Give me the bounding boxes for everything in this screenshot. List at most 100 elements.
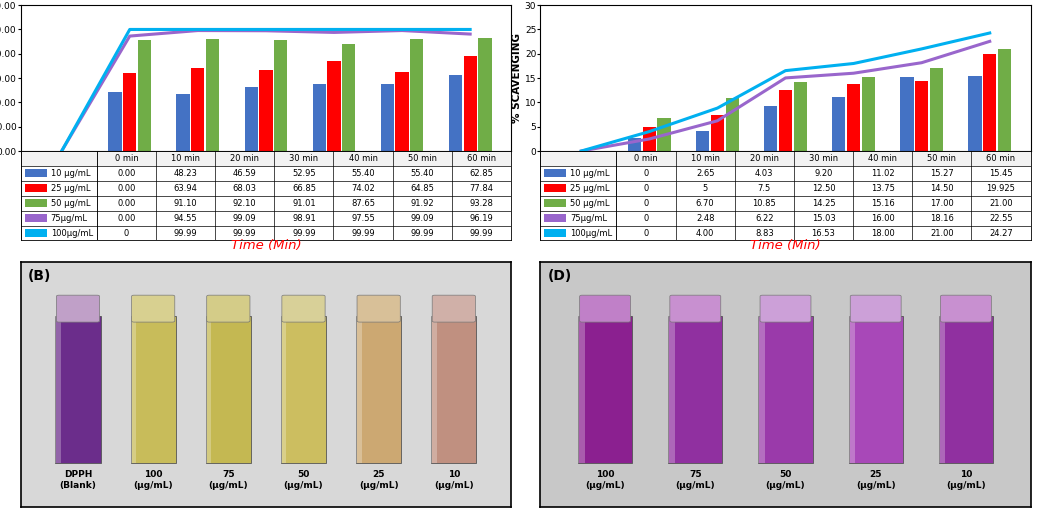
Text: 100µg/mL: 100µg/mL bbox=[570, 228, 612, 238]
Text: 100µg/mL: 100µg/mL bbox=[51, 228, 93, 238]
Bar bbox=[985, 316, 993, 463]
Bar bbox=[998, 49, 1011, 151]
Bar bbox=[544, 199, 566, 207]
Bar bbox=[848, 316, 855, 463]
Text: 75
(µg/mL): 75 (µg/mL) bbox=[676, 470, 715, 489]
Bar bbox=[779, 90, 792, 151]
Text: 0: 0 bbox=[643, 214, 649, 223]
Bar bbox=[281, 316, 286, 463]
Text: 62.85: 62.85 bbox=[469, 169, 493, 178]
Text: 0 min: 0 min bbox=[115, 154, 138, 163]
Y-axis label: % SCAVENGING: % SCAVENGING bbox=[512, 33, 522, 123]
Text: 50 µg/mL: 50 µg/mL bbox=[51, 199, 91, 208]
Text: 92.10: 92.10 bbox=[233, 199, 256, 208]
Text: 99.09: 99.09 bbox=[233, 214, 256, 223]
Bar bbox=[544, 169, 566, 178]
Text: 97.55: 97.55 bbox=[351, 214, 375, 223]
Text: 99.99: 99.99 bbox=[410, 228, 434, 238]
Bar bbox=[939, 316, 945, 463]
Bar bbox=[108, 92, 122, 151]
Bar bbox=[244, 316, 251, 463]
Bar bbox=[642, 126, 656, 151]
Text: 55.40: 55.40 bbox=[351, 169, 375, 178]
Bar bbox=[25, 199, 47, 207]
Text: 55.40: 55.40 bbox=[410, 169, 434, 178]
Text: 50
(µg/mL): 50 (µg/mL) bbox=[284, 470, 324, 489]
Text: 99.99: 99.99 bbox=[293, 228, 315, 238]
Text: 99.99: 99.99 bbox=[469, 228, 493, 238]
Text: 12.50: 12.50 bbox=[812, 184, 835, 193]
Bar bbox=[356, 316, 401, 463]
Text: 60 min: 60 min bbox=[466, 154, 496, 163]
Text: 68.03: 68.03 bbox=[233, 184, 257, 193]
Bar bbox=[862, 77, 875, 151]
Text: 6.70: 6.70 bbox=[695, 199, 714, 208]
Text: (D): (D) bbox=[548, 269, 572, 284]
Bar bbox=[714, 316, 722, 463]
Text: 14.25: 14.25 bbox=[812, 199, 835, 208]
Text: 91.92: 91.92 bbox=[410, 199, 434, 208]
Bar bbox=[847, 84, 860, 151]
Text: 0: 0 bbox=[643, 228, 649, 238]
Text: 46.59: 46.59 bbox=[233, 169, 256, 178]
Text: 10
(µg/mL): 10 (µg/mL) bbox=[434, 470, 474, 489]
Text: 100
(µg/mL): 100 (µg/mL) bbox=[585, 470, 625, 489]
Bar bbox=[320, 316, 326, 463]
Text: 50 µg/mL: 50 µg/mL bbox=[570, 199, 610, 208]
Bar bbox=[764, 106, 778, 151]
Bar bbox=[395, 316, 401, 463]
Text: 99.09: 99.09 bbox=[410, 214, 434, 223]
Bar bbox=[55, 316, 101, 463]
Text: 21.00: 21.00 bbox=[989, 199, 1013, 208]
Bar bbox=[55, 316, 60, 463]
Text: 75µg/mL: 75µg/mL bbox=[570, 214, 607, 223]
Bar bbox=[939, 316, 993, 463]
Text: 25
(µg/mL): 25 (µg/mL) bbox=[856, 470, 895, 489]
Text: 20 min: 20 min bbox=[750, 154, 779, 163]
Bar bbox=[968, 76, 982, 151]
Bar bbox=[578, 316, 632, 463]
Bar bbox=[137, 40, 151, 151]
Text: 52.95: 52.95 bbox=[293, 169, 315, 178]
Bar bbox=[930, 68, 943, 151]
Text: 5: 5 bbox=[703, 184, 708, 193]
Text: 94.55: 94.55 bbox=[174, 214, 198, 223]
Text: 25
(µg/mL): 25 (µg/mL) bbox=[359, 470, 399, 489]
Text: 24.27: 24.27 bbox=[989, 228, 1013, 238]
Text: 25 µg/mL: 25 µg/mL bbox=[570, 184, 610, 193]
Text: 15.03: 15.03 bbox=[812, 214, 835, 223]
Bar bbox=[578, 316, 585, 463]
Text: 75
(µg/mL): 75 (µg/mL) bbox=[208, 470, 248, 489]
Bar bbox=[274, 40, 287, 151]
Bar bbox=[544, 184, 566, 193]
Bar bbox=[396, 72, 409, 151]
Text: 50
(µg/mL): 50 (µg/mL) bbox=[766, 470, 806, 489]
Text: 99.99: 99.99 bbox=[174, 228, 198, 238]
Text: 15.27: 15.27 bbox=[930, 169, 954, 178]
Bar bbox=[544, 229, 566, 237]
Bar bbox=[206, 316, 251, 463]
Text: 0.00: 0.00 bbox=[118, 184, 135, 193]
FancyBboxPatch shape bbox=[282, 295, 325, 322]
Text: 0: 0 bbox=[643, 199, 649, 208]
Text: 25 µg/mL: 25 µg/mL bbox=[51, 184, 91, 193]
Bar bbox=[540, 151, 1031, 166]
Bar bbox=[21, 151, 511, 166]
Bar bbox=[410, 39, 424, 151]
Text: 19.925: 19.925 bbox=[987, 184, 1015, 193]
Text: 13.75: 13.75 bbox=[870, 184, 894, 193]
Text: 91.01: 91.01 bbox=[293, 199, 315, 208]
Text: Time (Min): Time (Min) bbox=[751, 239, 820, 252]
Bar bbox=[130, 316, 176, 463]
Bar bbox=[848, 316, 903, 463]
Bar bbox=[983, 54, 996, 151]
Text: 8.83: 8.83 bbox=[755, 228, 773, 238]
Bar bbox=[327, 61, 340, 151]
Text: 0: 0 bbox=[643, 184, 649, 193]
Text: (B): (B) bbox=[28, 269, 52, 284]
Bar bbox=[628, 138, 641, 151]
Text: 100
(µg/mL): 100 (µg/mL) bbox=[133, 470, 173, 489]
Bar bbox=[759, 316, 765, 463]
Text: 74.02: 74.02 bbox=[351, 184, 375, 193]
Text: 0.00: 0.00 bbox=[118, 199, 135, 208]
